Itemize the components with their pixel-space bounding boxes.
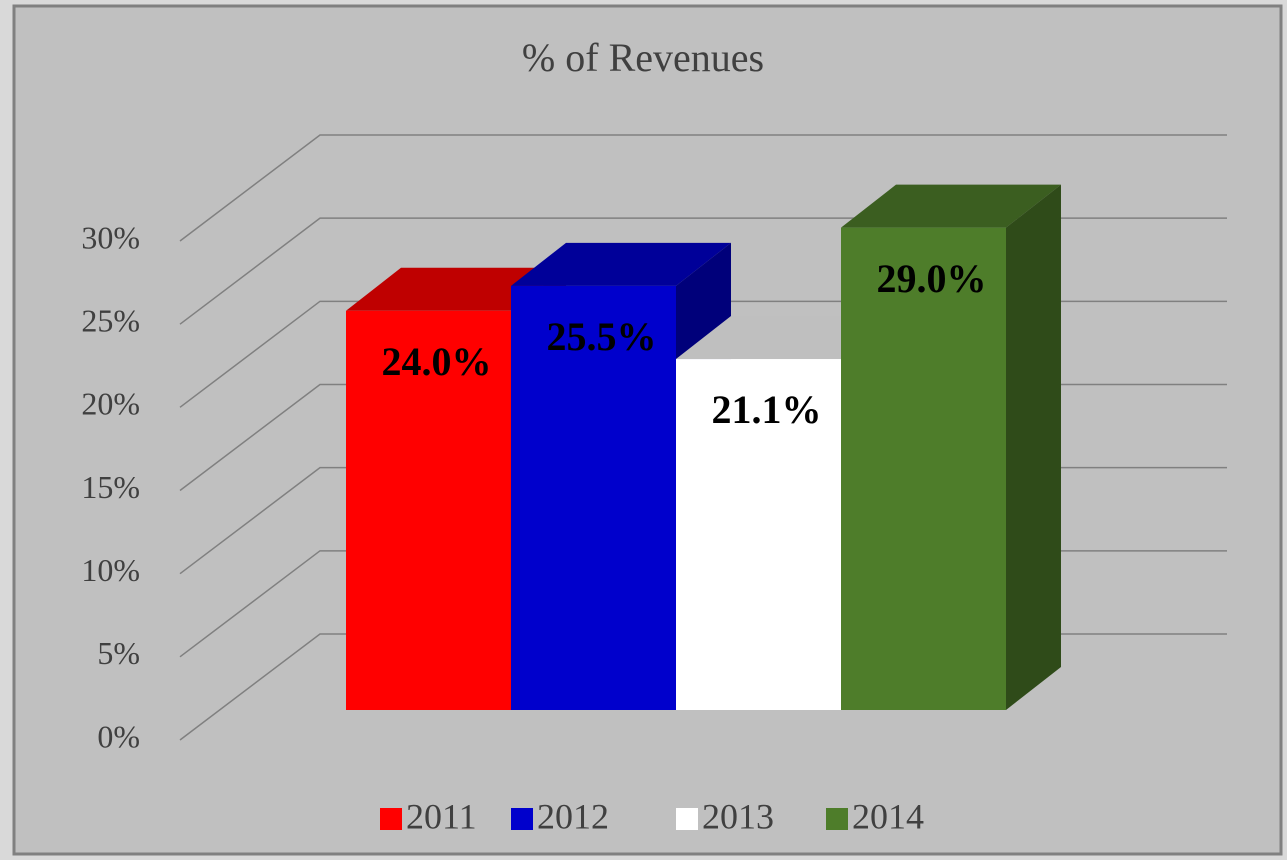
- bar: [676, 359, 841, 710]
- y-tick-label: 5%: [97, 635, 140, 671]
- chart-title: % of Revenues: [522, 35, 764, 80]
- y-tick-label: 10%: [81, 552, 140, 588]
- y-tick-label: 15%: [81, 469, 140, 505]
- legend-swatch: [511, 808, 533, 830]
- data-label: 25.5%: [547, 314, 657, 359]
- y-tick-label: 0%: [97, 718, 140, 754]
- y-tick-label: 25%: [81, 303, 140, 339]
- bar: [346, 310, 511, 710]
- data-label: 21.1%: [712, 387, 822, 432]
- legend-label: 2011: [406, 796, 477, 836]
- legend-swatch: [826, 808, 848, 830]
- legend-label: 2013: [702, 796, 774, 836]
- bar: [841, 227, 1006, 710]
- bar-side: [1006, 184, 1061, 711]
- bar: [511, 285, 676, 710]
- bar-top: [841, 184, 1061, 228]
- y-tick-label: 20%: [81, 386, 140, 422]
- bar-top: [511, 242, 731, 286]
- legend-swatch: [380, 808, 402, 830]
- legend-label: 2012: [537, 796, 609, 836]
- data-label: 29.0%: [877, 256, 987, 301]
- legend-label: 2014: [852, 796, 924, 836]
- legend-swatch: [676, 808, 698, 830]
- data-label: 24.0%: [382, 339, 492, 384]
- y-tick-label: 30%: [81, 219, 140, 255]
- grid-line: [179, 134, 1227, 242]
